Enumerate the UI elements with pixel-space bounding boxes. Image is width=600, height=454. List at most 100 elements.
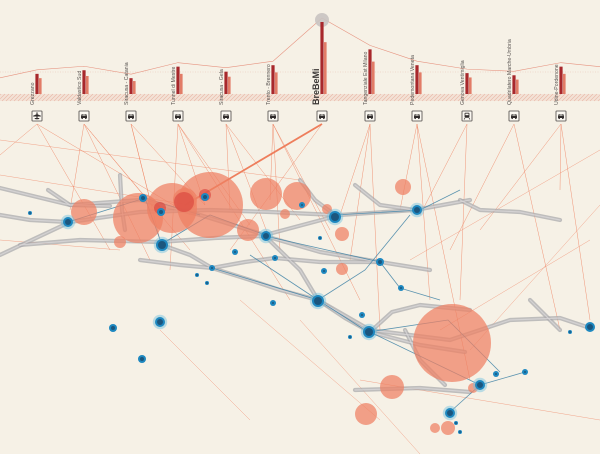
project-bar (415, 65, 419, 94)
car-icon (223, 114, 229, 120)
node-core (111, 326, 115, 330)
project-column: Pedemontana Veneta (410, 55, 423, 122)
project-link-line (559, 123, 562, 191)
node-core (65, 219, 71, 225)
bubble (114, 236, 126, 248)
car-icon (128, 114, 134, 120)
project-link-line (69, 123, 85, 211)
project-link-line (369, 123, 381, 331)
project-label: Trento - Brennero (266, 64, 272, 105)
bubble (413, 304, 491, 382)
project-link-line (299, 319, 421, 454)
connection-line (249, 254, 319, 301)
project-column: Quadrilatero Marche-Umbria (507, 39, 520, 122)
project-bar-secondary (372, 61, 375, 94)
car-icon (558, 114, 564, 120)
node-core (211, 267, 213, 269)
project-link-line (560, 123, 591, 321)
project-label: Siracusa - Gela (219, 69, 225, 105)
project-bar (368, 49, 372, 94)
connection-line (317, 214, 411, 301)
project-bar (465, 73, 469, 94)
project-label: Tangenziale Est Milano (363, 52, 369, 105)
node-core (587, 324, 593, 330)
node-core (524, 371, 526, 373)
brebemi-marker (315, 13, 329, 27)
project-bar (271, 65, 275, 94)
project-column: Tunnel di Mestre (171, 66, 184, 122)
node-core (301, 204, 303, 206)
road-segment-highlight (529, 299, 561, 331)
node-core (314, 297, 322, 305)
road-segment-highlight (47, 189, 111, 207)
project-label: BreBeMi (311, 68, 321, 105)
project-link-line (0, 123, 38, 156)
node-core (447, 410, 453, 416)
project-bar-secondary (324, 42, 327, 94)
bubble (322, 204, 332, 214)
bubble (355, 403, 377, 425)
node-core (455, 422, 457, 424)
car-icon (319, 114, 325, 120)
project-bar (176, 66, 180, 94)
node-core (400, 287, 402, 289)
project-column: BreBeMi (311, 22, 328, 122)
project-bar-secondary (516, 79, 519, 94)
project-link-line (0, 139, 301, 181)
bubble (335, 227, 349, 241)
project-column: Siracusa - Catania (124, 62, 137, 122)
node-core (206, 282, 208, 284)
project-label: Genova Ventimiglia (460, 60, 466, 105)
bubble (71, 199, 97, 225)
project-column: Tangenziale Est Milano (363, 49, 376, 122)
node-core (157, 319, 163, 325)
project-link-line (459, 123, 468, 301)
road-segment-highlight (264, 235, 319, 301)
road-segment-highlight (161, 244, 213, 269)
project-bar (320, 22, 324, 94)
project-link-line (449, 123, 515, 251)
project-bar-secondary (86, 76, 89, 94)
node-core (331, 213, 339, 221)
project-bar-secondary (228, 76, 231, 94)
project-link-line (339, 123, 371, 216)
node-core (141, 196, 145, 200)
project-label: Quadrilatero Marche-Umbria (507, 39, 513, 105)
node-core (196, 274, 198, 276)
road-segment-highlight (211, 257, 431, 271)
car-icon (81, 114, 87, 120)
project-label: Udine-Pordenone (554, 64, 560, 105)
project-bar (559, 66, 563, 94)
node-core (274, 257, 276, 259)
node-core (203, 195, 207, 199)
project-label: Valdastico Sud (77, 71, 83, 105)
project-link-line (419, 123, 468, 216)
project-link-line (239, 299, 381, 421)
node-core (459, 431, 461, 433)
project-label: Pedemontana Veneta (410, 55, 416, 105)
bubble (395, 179, 411, 195)
project-column: Udine-Pordenone (554, 64, 567, 122)
project-label: Siracusa - Catania (124, 62, 130, 105)
node-core (477, 382, 483, 388)
node-core (569, 331, 571, 333)
bubble (283, 182, 311, 210)
header-band (0, 93, 600, 102)
project-link-line (159, 329, 251, 421)
bubble (430, 423, 440, 433)
project-column: Genova Ventimiglia (460, 60, 473, 122)
node-core (159, 210, 163, 214)
bubble (177, 172, 243, 238)
bubble (237, 219, 259, 241)
project-bar (224, 71, 228, 94)
road-segment-highlight (139, 259, 213, 269)
project-bar (129, 78, 133, 94)
node-core (234, 251, 236, 253)
car-icon (511, 114, 517, 120)
node-core (361, 314, 363, 316)
project-bar (82, 70, 86, 94)
project-link-line (399, 123, 418, 211)
project-header: Grezzano Valdastico Sud Siracusa - Catania… (0, 13, 600, 122)
project-link-line (513, 123, 561, 331)
